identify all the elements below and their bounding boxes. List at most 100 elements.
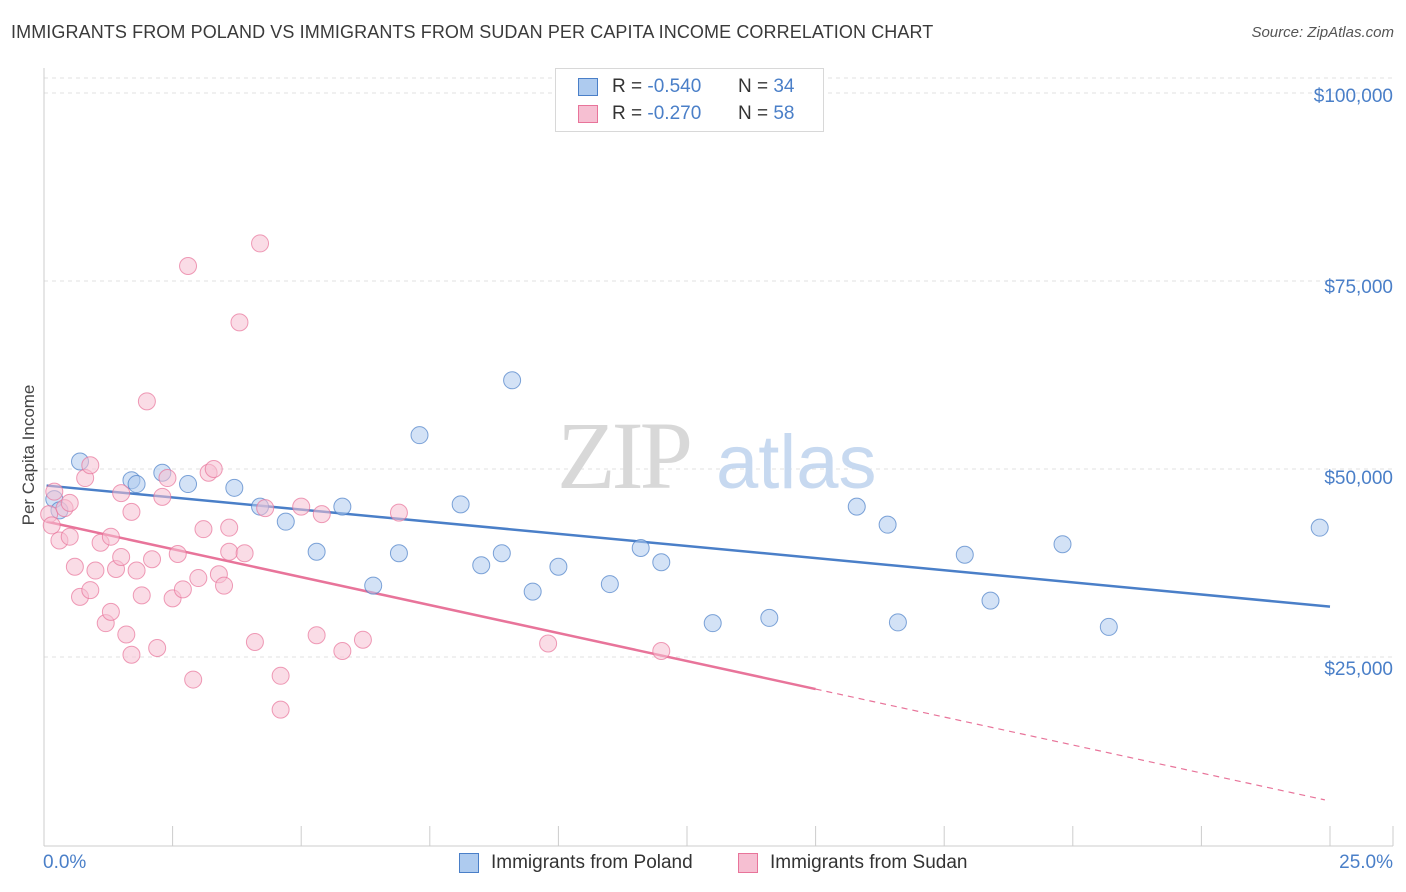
bottom-legend-label: Immigrants from Poland [491, 852, 693, 873]
poland-point [503, 371, 522, 390]
sudan-point [132, 586, 151, 605]
legend-r-label: R = [612, 76, 643, 97]
sudan-point [173, 580, 192, 599]
poland-point [127, 475, 146, 494]
sudan-point [60, 527, 79, 546]
poland-point [847, 497, 866, 516]
sudan-point [81, 581, 100, 600]
sudan-point [235, 544, 254, 563]
y-tick-label: $100,000 [1313, 86, 1393, 107]
poland-point [276, 512, 295, 531]
legend-r-value: -0.540 [647, 76, 702, 97]
poland-swatch [578, 78, 598, 96]
sudan-point [251, 234, 270, 253]
poland-point [472, 556, 491, 575]
poland-point [389, 544, 408, 563]
poland-point [1053, 535, 1072, 554]
sudan-point [112, 484, 131, 503]
poland-point [600, 575, 619, 594]
sudan-point [184, 670, 203, 689]
sudan-point [307, 626, 326, 645]
poland-point [492, 544, 511, 563]
sudan-point [60, 493, 79, 512]
poland-point [364, 576, 383, 595]
sudan-trend-extension [815, 688, 1325, 801]
sudan-point [148, 638, 167, 657]
sudan-point [215, 576, 234, 595]
watermark: ZIP atlas [557, 402, 877, 509]
sudan-point [86, 561, 105, 580]
poland-point [410, 426, 429, 445]
sudan-point [189, 569, 208, 588]
stats-legend: R = -0.540 N = 34 R = -0.270 N = 58 [555, 68, 824, 132]
legend-row-sudan: R = -0.270 N = 58 [578, 102, 794, 126]
poland-point [451, 495, 470, 514]
sudan-point [65, 557, 84, 576]
sudan-swatch [578, 105, 598, 123]
poland-legend-swatch [459, 853, 479, 873]
sudan-point [353, 630, 372, 649]
poland-point [652, 553, 671, 572]
sudan-point [539, 634, 558, 653]
poland-point [1099, 617, 1118, 636]
grid-layer [44, 77, 1393, 658]
sudan-point [194, 520, 213, 539]
sudan-point [292, 497, 311, 516]
poland-point [878, 515, 897, 534]
bottom-legend-sudan: Immigrants from Sudan [738, 852, 967, 874]
sudan-point [112, 547, 131, 566]
points-layer [40, 234, 1329, 719]
sudan-point [158, 469, 177, 488]
sudan-point [256, 499, 275, 518]
watermark-atlas: atlas [716, 420, 877, 505]
legend-r-value: -0.270 [647, 103, 702, 124]
poland-point [307, 542, 326, 561]
sudan-point [220, 542, 239, 561]
source-credit: Source: ZipAtlas.com [1251, 24, 1394, 41]
sudan-point [153, 487, 172, 506]
sudan-point [101, 602, 120, 621]
legend-n-label: N = [737, 76, 769, 97]
y-tick-label: $75,000 [1324, 277, 1393, 298]
poland-point [981, 591, 1000, 610]
sudan-point [101, 527, 120, 546]
bottom-legend-poland: Immigrants from Poland [459, 852, 693, 874]
poland-point [225, 478, 244, 497]
bottom-legend-label: Immigrants from Sudan [770, 852, 968, 873]
poland-point [631, 538, 650, 557]
legend-r-label: R = [612, 103, 643, 124]
poland-point [523, 582, 542, 601]
sudan-point [312, 505, 331, 524]
legend-n-value: 58 [773, 103, 795, 124]
sudan-legend-swatch [738, 853, 758, 873]
sudan-point [389, 503, 408, 522]
sudan-point [117, 625, 136, 644]
sudan-point [122, 502, 141, 521]
y-tick-label: $25,000 [1324, 659, 1393, 680]
x-tick-label-min: 0.0% [43, 852, 87, 873]
sudan-point [42, 516, 61, 535]
sudan-point [143, 550, 162, 569]
sudan-point [137, 392, 156, 411]
poland-point [1310, 518, 1329, 537]
legend-n-label: N = [737, 103, 769, 124]
sudan-point [271, 700, 290, 719]
poland-point [333, 497, 352, 516]
sudan-point [81, 456, 100, 475]
sudan-point [122, 645, 141, 664]
sudan-point [333, 641, 352, 660]
x-tick-label-max: 25.0% [1339, 852, 1393, 873]
poland-point [888, 613, 907, 632]
poland-point [955, 545, 974, 564]
y-axis-label: Per Capita Income [19, 384, 38, 526]
sudan-point [220, 518, 239, 537]
poland-point [179, 475, 198, 494]
poland-point [760, 608, 779, 627]
sudan-point [204, 460, 223, 479]
y-tick-label: $50,000 [1324, 468, 1393, 489]
sudan-point [230, 313, 249, 332]
poland-point [703, 614, 722, 633]
watermark-zip: ZIP [557, 402, 690, 509]
poland-point [549, 557, 568, 576]
